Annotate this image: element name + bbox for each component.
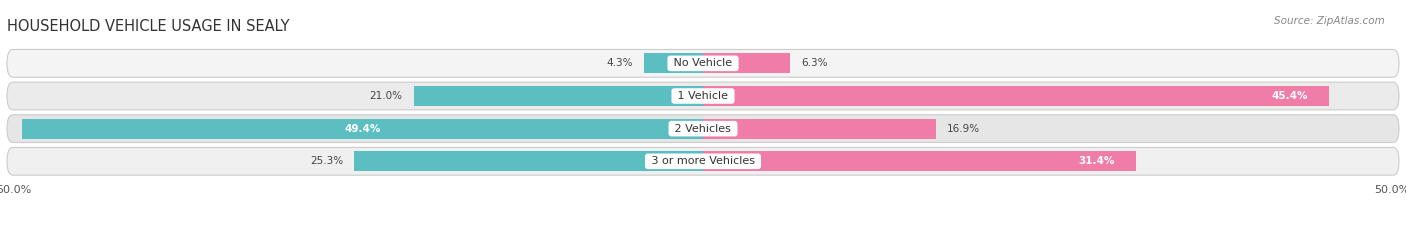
Text: 25.3%: 25.3% <box>311 156 343 166</box>
Text: 45.4%: 45.4% <box>1271 91 1308 101</box>
Text: 4.3%: 4.3% <box>606 58 633 68</box>
Text: 6.3%: 6.3% <box>801 58 827 68</box>
Bar <box>703 53 790 73</box>
Text: 21.0%: 21.0% <box>370 91 402 101</box>
Bar <box>413 86 703 106</box>
Text: 1 Vehicle: 1 Vehicle <box>675 91 731 101</box>
Bar <box>22 119 703 139</box>
Bar <box>644 53 703 73</box>
FancyBboxPatch shape <box>7 115 1399 143</box>
Text: 3 or more Vehicles: 3 or more Vehicles <box>648 156 758 166</box>
FancyBboxPatch shape <box>7 147 1399 175</box>
Text: 2 Vehicles: 2 Vehicles <box>671 124 735 134</box>
FancyBboxPatch shape <box>7 49 1399 77</box>
Text: Source: ZipAtlas.com: Source: ZipAtlas.com <box>1274 16 1385 26</box>
FancyBboxPatch shape <box>7 82 1399 110</box>
Bar <box>703 151 1136 172</box>
Bar <box>354 151 703 172</box>
Text: HOUSEHOLD VEHICLE USAGE IN SEALY: HOUSEHOLD VEHICLE USAGE IN SEALY <box>7 19 290 34</box>
Text: 31.4%: 31.4% <box>1078 156 1115 166</box>
Bar <box>703 86 1329 106</box>
Text: 49.4%: 49.4% <box>344 124 381 134</box>
Text: No Vehicle: No Vehicle <box>671 58 735 68</box>
Bar <box>703 119 936 139</box>
Text: 16.9%: 16.9% <box>946 124 980 134</box>
